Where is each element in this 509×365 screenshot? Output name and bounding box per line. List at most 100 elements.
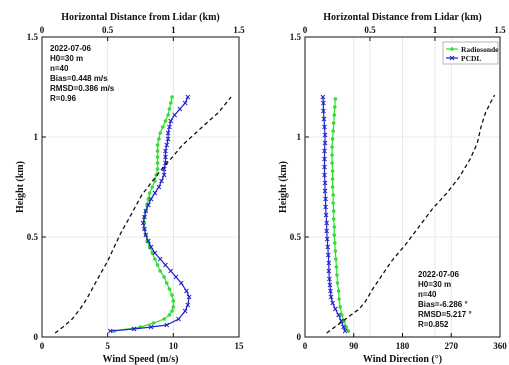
legend-marker xyxy=(449,55,455,61)
data-point xyxy=(322,172,327,178)
data-point xyxy=(157,137,161,141)
data-point xyxy=(332,306,338,312)
data-point xyxy=(338,318,344,324)
legend-marker xyxy=(450,47,454,51)
data-point xyxy=(155,149,160,153)
data-point xyxy=(327,276,332,282)
annotation-line: Bias=-6.286 ° xyxy=(418,300,468,309)
annotation-line: n=40 xyxy=(50,64,69,73)
data-point xyxy=(185,302,191,308)
data-point xyxy=(171,299,176,303)
data-point xyxy=(185,94,191,100)
data-point xyxy=(161,125,165,129)
data-point xyxy=(173,274,179,280)
data-point xyxy=(328,288,333,294)
y-tick-label: 0.5 xyxy=(290,232,302,242)
annotation-line: R=0.852 xyxy=(418,320,449,329)
data-point xyxy=(330,145,334,149)
data-point xyxy=(322,132,328,138)
data-point xyxy=(332,233,337,237)
data-point xyxy=(162,317,166,321)
data-point xyxy=(163,119,168,123)
data-point xyxy=(165,136,171,142)
y-tick-label: 1.5 xyxy=(290,32,302,42)
data-point xyxy=(335,273,339,277)
series-line xyxy=(331,98,349,332)
data-point xyxy=(323,212,329,218)
data-point xyxy=(186,294,192,300)
data-point xyxy=(330,300,335,306)
data-point xyxy=(162,275,166,279)
data-point xyxy=(151,321,156,325)
data-point xyxy=(332,225,337,229)
data-point xyxy=(164,142,170,148)
data-point xyxy=(157,256,163,262)
data-point xyxy=(148,244,154,250)
data-point xyxy=(320,94,326,100)
x-axis-title: Wind Direction (°) xyxy=(363,354,442,365)
data-point xyxy=(147,191,152,195)
x-tick-label: 15 xyxy=(235,341,245,351)
x-tick-label: 10 xyxy=(169,341,179,351)
series-line xyxy=(54,96,232,334)
data-point xyxy=(165,130,171,136)
y-axis-title: Height (km) xyxy=(278,161,289,213)
data-point xyxy=(163,262,168,268)
data-point xyxy=(166,113,170,117)
data-point xyxy=(142,214,147,220)
series-line xyxy=(326,94,496,334)
data-point xyxy=(322,140,328,146)
annotation-line: 2022-07-06 xyxy=(418,270,459,279)
top-tick-label: 1 xyxy=(171,25,176,35)
data-point xyxy=(327,282,333,288)
data-point xyxy=(107,328,113,334)
data-point xyxy=(155,167,160,171)
data-point xyxy=(325,244,331,250)
data-point xyxy=(330,161,334,165)
data-point xyxy=(159,178,164,184)
data-point xyxy=(170,293,174,297)
y-axis-title: Height (km) xyxy=(15,161,26,213)
data-point xyxy=(152,190,158,196)
data-point xyxy=(322,156,327,162)
series-radiosonde xyxy=(330,97,351,333)
data-point xyxy=(331,209,336,213)
data-point xyxy=(148,324,154,330)
data-point xyxy=(330,177,335,181)
data-point xyxy=(164,322,170,328)
data-point xyxy=(322,180,328,186)
x-tick-label: 270 xyxy=(445,341,459,351)
data-point xyxy=(168,101,173,105)
legend-label: PCDL xyxy=(461,54,481,63)
top-tick-label: 1.5 xyxy=(233,25,245,35)
data-point xyxy=(338,305,343,309)
data-point xyxy=(336,289,341,293)
series-radiosonde xyxy=(112,95,176,333)
data-point xyxy=(148,196,154,202)
data-point xyxy=(331,201,335,205)
data-point xyxy=(167,313,172,317)
data-point xyxy=(334,257,338,261)
data-point xyxy=(155,263,160,267)
annotation-line: H0=30 m xyxy=(418,280,451,289)
x-tick-label: 0 xyxy=(40,341,45,351)
data-point xyxy=(146,197,151,201)
data-point xyxy=(163,148,168,154)
data-point xyxy=(332,113,337,117)
series-line xyxy=(110,96,190,332)
data-point xyxy=(146,202,151,208)
data-point xyxy=(324,228,330,234)
data-point xyxy=(326,268,332,274)
data-point xyxy=(331,129,335,133)
data-point xyxy=(140,220,146,226)
x-tick-label: 180 xyxy=(396,341,410,351)
data-point xyxy=(324,220,330,226)
top-axis-title: Horizontal Distance from Lidar (km) xyxy=(323,12,482,23)
top-tick-label: 0 xyxy=(303,25,308,35)
data-point xyxy=(150,251,155,255)
x-axis-title: Wind Speed (m/s) xyxy=(103,354,179,365)
data-point xyxy=(167,287,172,291)
